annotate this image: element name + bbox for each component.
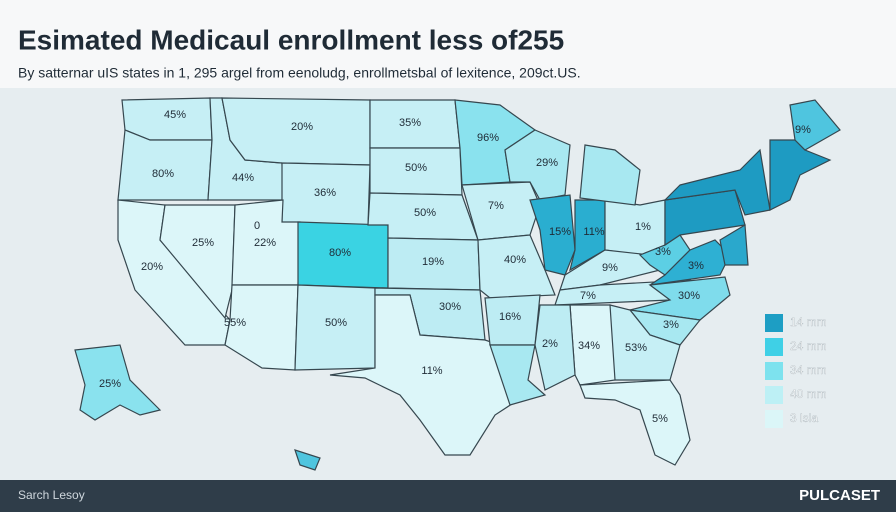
legend-label: 14 mm xyxy=(790,315,827,329)
state-label: 50% xyxy=(325,317,347,329)
map: 45% 80% 20% 25% 44% 20% 36% 22% 80% 55% 50% 35% 50% 5… xyxy=(74,97,841,471)
state-label: 29% xyxy=(536,157,558,169)
footer-left: Sarch Lesoy xyxy=(18,488,85,502)
state-label: 50% xyxy=(405,162,427,174)
state-label: 7% xyxy=(580,290,596,302)
state-label: 55% xyxy=(224,317,246,329)
footer-bg xyxy=(0,480,896,512)
state-label: 20% xyxy=(141,261,163,273)
subtitle: By satternar uIS states in 1, 295 argel … xyxy=(18,65,581,81)
footer-brand: PULCASET xyxy=(799,487,880,504)
state-label: 44% xyxy=(232,172,254,184)
legend-label: 3 lsia xyxy=(790,411,818,425)
state xyxy=(789,99,841,151)
state-label: 3% xyxy=(655,246,671,258)
header-bg xyxy=(0,0,896,88)
state xyxy=(534,304,576,391)
state-label: 2% xyxy=(542,338,558,350)
state-label: 16% xyxy=(499,311,521,323)
legend-swatch xyxy=(765,410,783,428)
map-mark: 0 xyxy=(254,220,260,232)
state xyxy=(117,129,213,201)
state-label: 30% xyxy=(439,301,461,313)
state xyxy=(489,344,547,406)
state xyxy=(579,144,641,206)
state-label: 3% xyxy=(663,319,679,331)
state-label: 9% xyxy=(602,262,618,274)
state xyxy=(294,449,321,471)
state-label: 9% xyxy=(795,124,811,136)
state-label: 36% xyxy=(314,187,336,199)
state-label: 40% xyxy=(504,254,526,266)
legend-swatch xyxy=(765,362,783,380)
state-label: 15% xyxy=(549,226,571,238)
state-label: 7% xyxy=(488,200,504,212)
state xyxy=(74,344,162,421)
state-label: 50% xyxy=(414,207,436,219)
state-label: 20% xyxy=(291,121,313,133)
state-label: 34% xyxy=(578,340,600,352)
state-label: 19% xyxy=(422,256,444,268)
state-label: 96% xyxy=(477,132,499,144)
state xyxy=(663,148,771,216)
state-label: 45% xyxy=(164,109,186,121)
legend-label: 34 mm xyxy=(790,363,827,377)
state-label: 3% xyxy=(688,260,704,272)
state-label: 25% xyxy=(192,237,214,249)
state xyxy=(579,379,691,466)
legend-swatch xyxy=(765,386,783,404)
legend-swatch xyxy=(765,338,783,356)
state-label: 80% xyxy=(152,168,174,180)
legend: 14 mm 24 mm 34 mm 40 mm 3 lsia xyxy=(765,314,827,428)
state-label: 22% xyxy=(254,237,276,249)
state-label: 80% xyxy=(329,247,351,259)
state-label: 35% xyxy=(399,117,421,129)
state xyxy=(329,294,519,456)
legend-swatch xyxy=(765,314,783,332)
legend-label: 40 mm xyxy=(790,387,827,401)
state xyxy=(477,234,556,299)
state-label: 11% xyxy=(421,365,442,377)
state-label: 11% xyxy=(583,226,604,238)
state-label: 25% xyxy=(99,378,121,390)
title: Esimated Medicaul enrollment less of255 xyxy=(18,24,564,55)
state-label: 53% xyxy=(625,342,647,354)
state xyxy=(719,223,749,266)
legend-label: 24 mm xyxy=(790,339,827,353)
state-label: 1% xyxy=(635,221,651,233)
state xyxy=(159,204,236,320)
state-label: 5% xyxy=(652,413,668,425)
state-label: 30% xyxy=(678,290,700,302)
